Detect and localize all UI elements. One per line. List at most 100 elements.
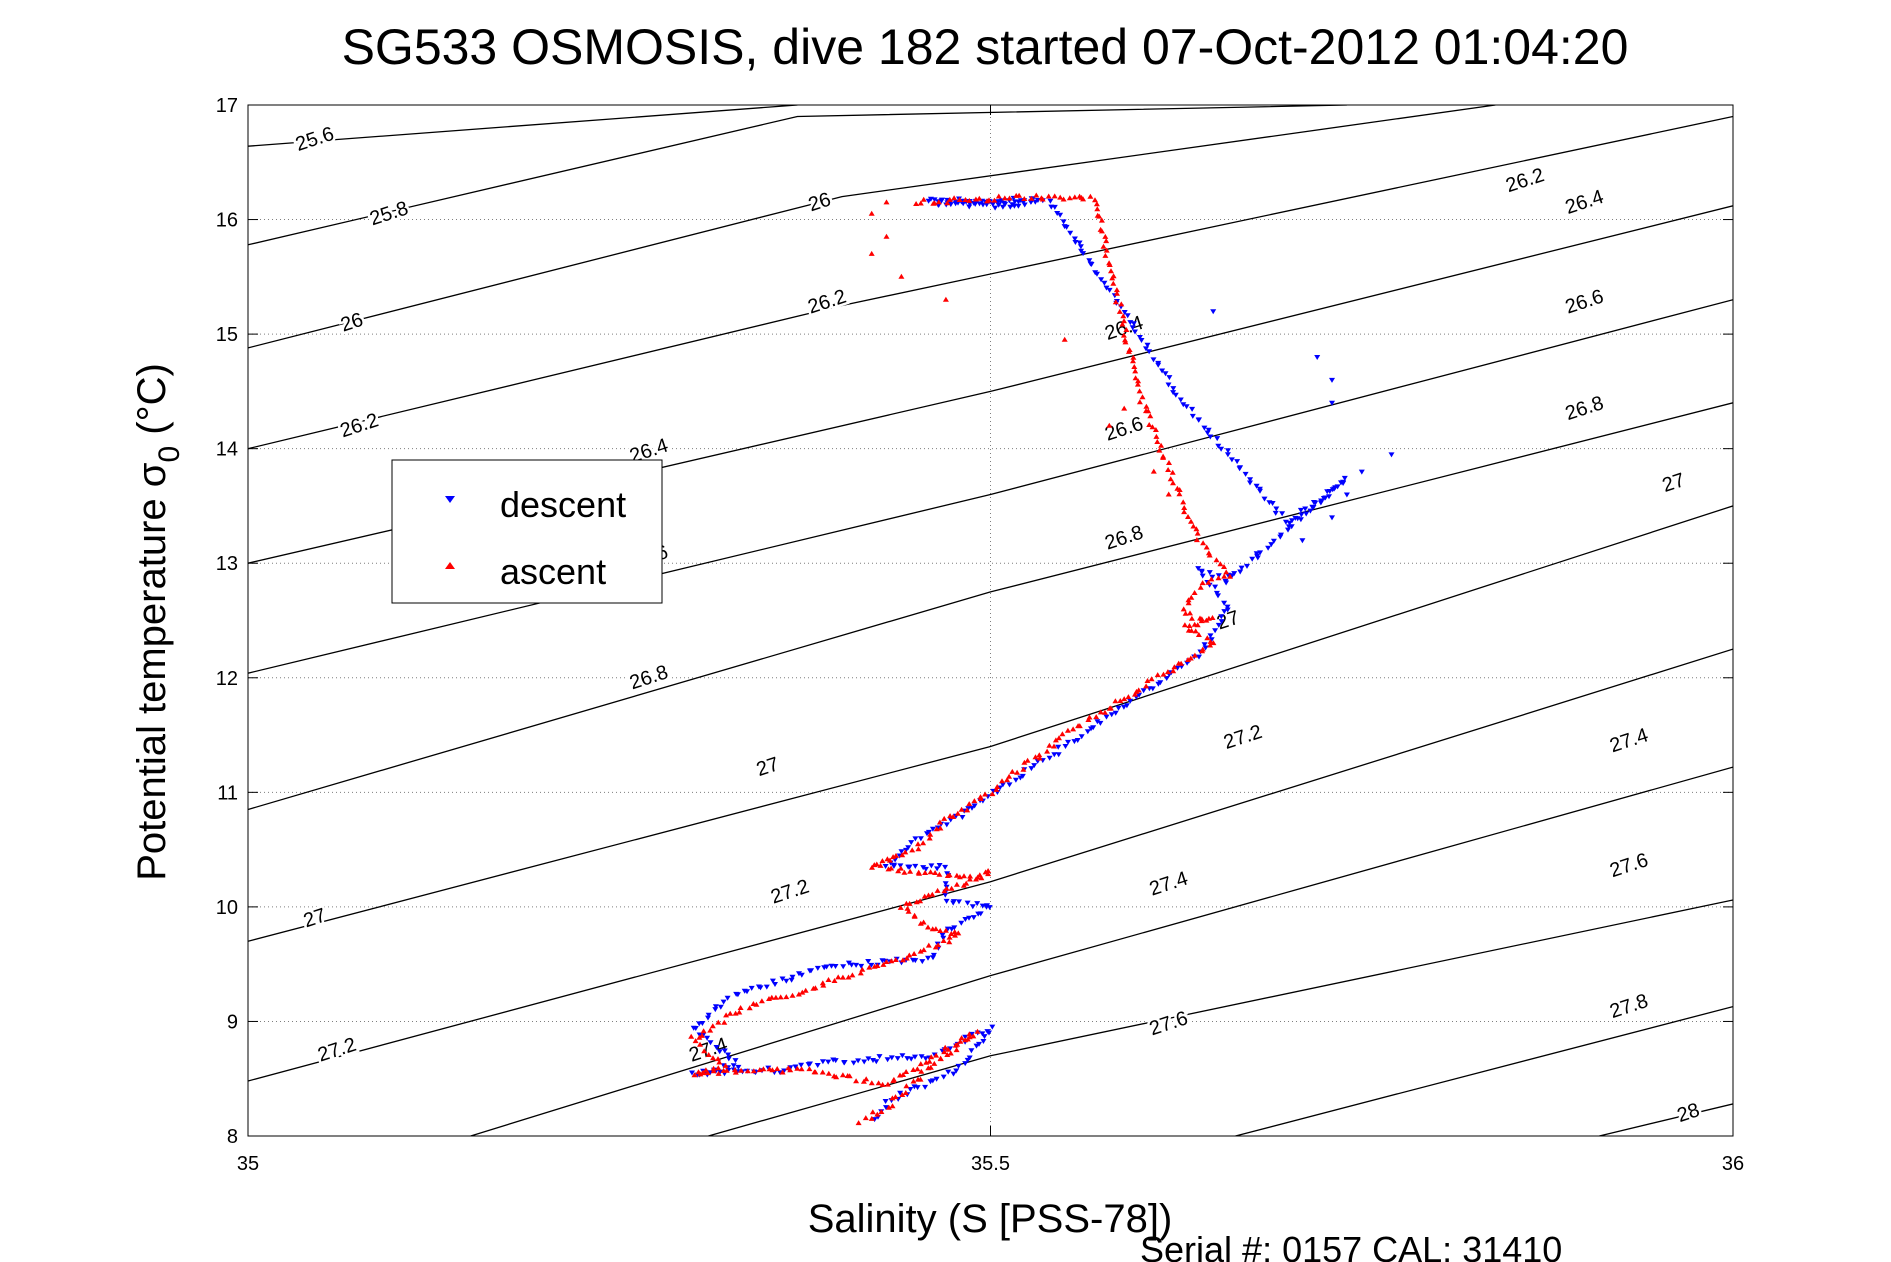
descent-point — [705, 1012, 712, 1018]
ascent-point — [1188, 627, 1195, 633]
ascent-point — [1204, 635, 1211, 641]
ascent-point — [1227, 573, 1233, 579]
ascent-point — [1207, 642, 1214, 648]
descent-point — [1057, 212, 1064, 218]
descent-point — [779, 976, 786, 982]
descent-point — [912, 863, 919, 869]
ascent-point — [744, 1068, 751, 1074]
descent-point — [1249, 556, 1256, 562]
ascent-point — [1092, 197, 1098, 203]
descent-point — [1054, 211, 1061, 216]
ascent-point — [889, 1103, 896, 1109]
descent-point — [1165, 382, 1172, 388]
ascent-point — [1206, 552, 1213, 558]
ascent-point — [1191, 590, 1198, 595]
descent-point — [1076, 240, 1083, 246]
descent-point — [960, 201, 967, 207]
descent-point — [796, 971, 802, 977]
descent-point — [962, 917, 969, 922]
ascent-point — [937, 1055, 944, 1061]
ascent-point — [1181, 509, 1188, 515]
descent-point — [1146, 349, 1153, 355]
ascent-point — [954, 810, 961, 816]
ascent-point — [918, 1068, 925, 1074]
ascent-point — [888, 865, 895, 871]
ascent-point — [710, 1055, 716, 1061]
ascent-point — [917, 898, 924, 904]
ascent-point — [863, 1076, 870, 1082]
ascent-point — [723, 1012, 730, 1018]
descent-point — [986, 1030, 992, 1036]
ascent-point — [738, 1067, 745, 1073]
descent-point — [1234, 459, 1241, 465]
ascent-point — [1171, 664, 1178, 670]
ascent-point — [917, 200, 924, 206]
ascent-point — [1032, 754, 1039, 760]
descent-point — [981, 1034, 988, 1040]
ascent-point — [833, 1074, 840, 1080]
ascent-point — [903, 1083, 910, 1089]
descent-point — [924, 831, 930, 837]
descent-point — [1103, 714, 1110, 720]
ascent-point — [783, 994, 790, 1000]
ascent-point — [750, 1001, 757, 1006]
serial-calibration-footer: Serial #: 0157 CAL: 31410 — [1140, 1229, 1562, 1262]
ascent-point — [727, 1010, 734, 1016]
contour-line-26.8 — [248, 402, 1733, 811]
ascent-point — [715, 1070, 722, 1076]
legend-ascent-label: ascent — [500, 551, 606, 592]
ascent-point — [1188, 615, 1195, 621]
descent-point — [841, 1060, 848, 1065]
ascent-point — [1071, 194, 1078, 200]
ascent-point — [1203, 617, 1210, 623]
ascent-point — [1109, 275, 1116, 281]
ascent-point — [1116, 308, 1123, 314]
ascent-point — [871, 963, 878, 969]
ascent-point — [1066, 195, 1073, 201]
ascent-point — [1167, 476, 1174, 482]
ascent-point — [709, 1023, 716, 1029]
descent-point — [905, 845, 912, 851]
ascent-point — [911, 951, 918, 956]
ascent-point — [789, 992, 796, 998]
ascent-point — [1188, 518, 1194, 524]
ascent-point — [700, 1028, 707, 1034]
ascent-point — [925, 1065, 932, 1071]
ascent-point — [1085, 717, 1092, 722]
descent-point — [1180, 402, 1187, 408]
ascent-point — [1195, 632, 1202, 637]
descent-point — [1242, 471, 1249, 477]
ascent-point — [925, 942, 932, 948]
ascent-point — [1036, 752, 1043, 758]
ascent-point — [868, 250, 875, 256]
ascent-point — [699, 1070, 706, 1076]
ascent-point — [1021, 759, 1028, 765]
ascent-point — [1175, 660, 1182, 666]
ascent-point — [1087, 193, 1094, 199]
ascent-point — [958, 1035, 965, 1041]
ascent-point — [1187, 610, 1193, 616]
descent-point — [912, 1054, 918, 1060]
descent-point — [1228, 457, 1235, 463]
descent-point — [919, 959, 926, 965]
ascent-point — [760, 1066, 767, 1072]
descent-point — [806, 968, 813, 974]
descent-point — [769, 978, 776, 984]
ascent-point — [1093, 714, 1100, 720]
descent-point — [704, 1035, 711, 1041]
descent-point — [861, 1059, 868, 1065]
descent-point — [980, 1039, 987, 1044]
ascent-point — [884, 1081, 891, 1087]
ascent-point — [951, 929, 958, 935]
ascent-point — [926, 835, 933, 841]
descent-point — [1201, 642, 1208, 648]
x-tick-label: 35 — [237, 1153, 259, 1175]
ascent-point — [1103, 238, 1110, 244]
ascent-point — [1102, 709, 1108, 715]
descent-point — [1170, 386, 1177, 392]
ascent-point — [1075, 723, 1082, 729]
ascent-point — [1203, 544, 1210, 550]
descent-point — [970, 915, 977, 921]
ascent-point — [779, 1069, 786, 1075]
descent-point — [968, 1048, 975, 1054]
